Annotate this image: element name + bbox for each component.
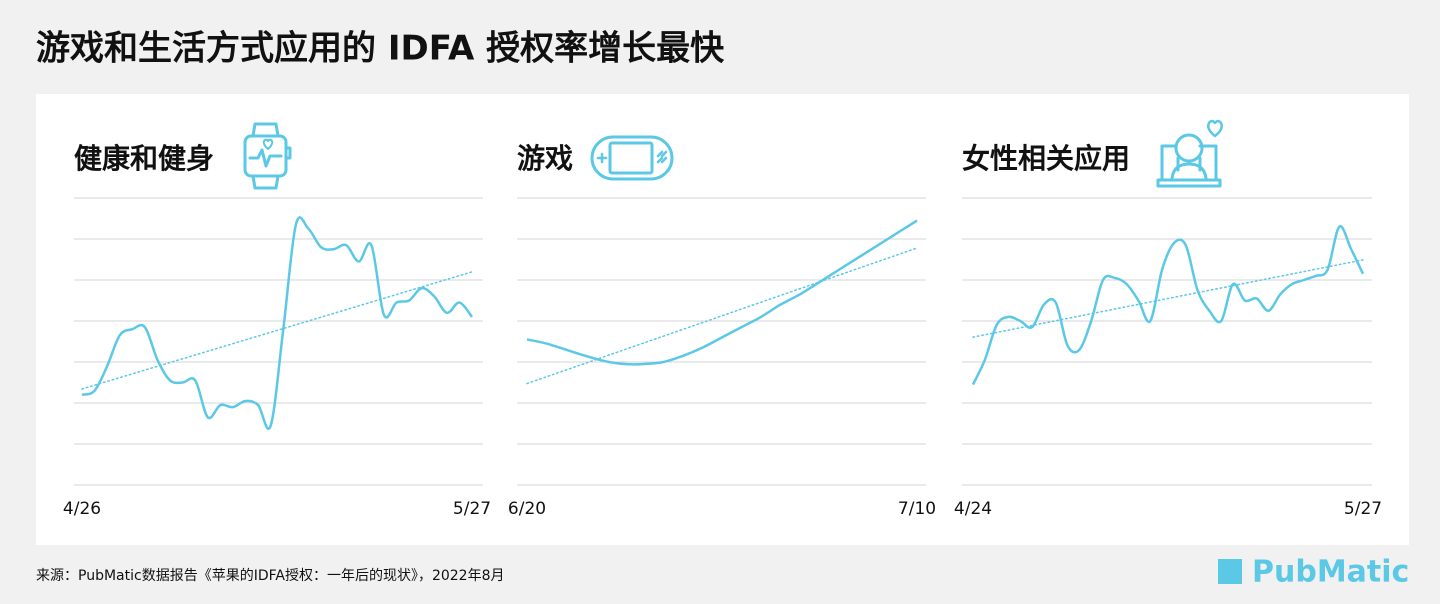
gamepad-icon <box>590 135 674 181</box>
chart-title: 女性相关应用 <box>962 142 1130 175</box>
x-tick-label: 5/27 <box>1344 499 1382 519</box>
x-tick-label: 4/26 <box>63 499 101 519</box>
x-tick-label: 6/20 <box>508 499 546 519</box>
line-series <box>971 225 1365 386</box>
source-note: 来源：PubMatic数据报告《苹果的IDFA授权：一年后的现状》，2022年8… <box>36 568 504 584</box>
line-series <box>526 219 918 366</box>
x-tick-label: 5/27 <box>453 499 491 519</box>
panel <box>36 94 1409 545</box>
brand-mark <box>1218 559 1242 584</box>
trend-line <box>526 247 918 385</box>
chart-title: 游戏 <box>517 142 573 175</box>
trend-line <box>972 259 1364 338</box>
line-series <box>81 216 473 430</box>
chart-title: 健康和健身 <box>74 142 214 175</box>
x-tick-label: 4/24 <box>954 499 992 519</box>
brand-logo: PubMatic <box>1252 555 1409 590</box>
watch-icon <box>243 122 292 190</box>
page-title: 游戏和生活方式应用的 IDFA 授权率增长最快 <box>36 29 725 69</box>
woman-laptop-icon <box>1156 119 1223 188</box>
x-tick-label: 7/10 <box>898 499 936 519</box>
trend-line <box>81 271 473 390</box>
